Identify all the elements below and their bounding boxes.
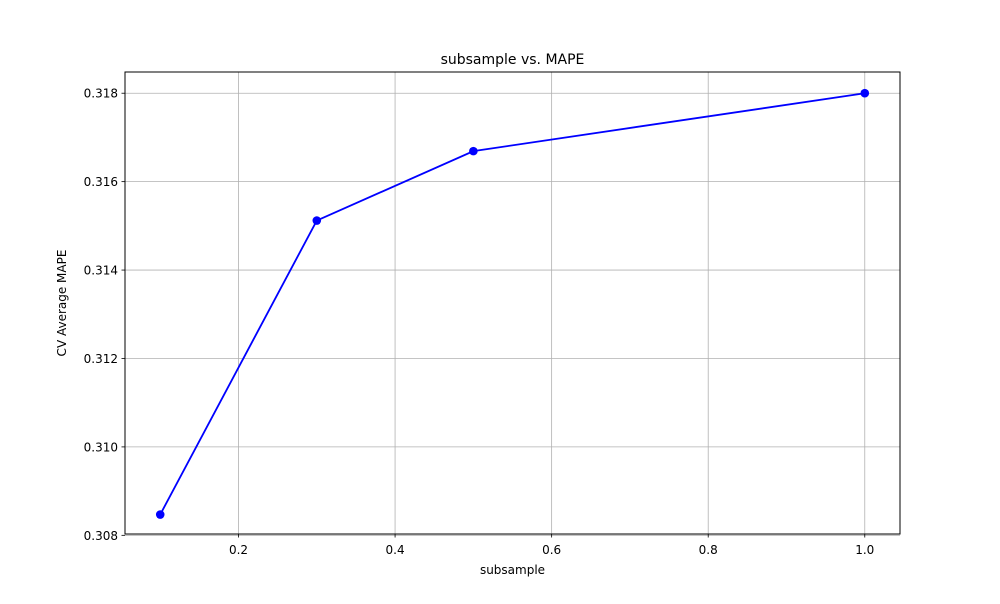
y-tick-label: 0.316: [84, 175, 118, 189]
data-point: [469, 146, 478, 156]
x-axis-label: subsample: [480, 563, 545, 577]
y-tick-label: 0.312: [84, 352, 118, 366]
axes: [124, 71, 901, 535]
data-point: [860, 88, 870, 98]
series: [155, 88, 870, 519]
x-tick-label: 0.6: [542, 543, 561, 557]
series-line: [159, 92, 865, 515]
y-axis-label: CV Average MAPE: [55, 250, 69, 357]
x-tick-label: 0.8: [699, 543, 718, 557]
y-axis-ticks: 0.308 0.310 0.312 0.314 0.316 0.318: [84, 87, 125, 543]
y-tick-label: 0.314: [84, 264, 118, 278]
data-point: [155, 510, 165, 519]
x-tick-label: 1.0: [855, 543, 874, 557]
grid: [125, 72, 900, 536]
x-tick-label: 0.4: [386, 543, 405, 557]
y-tick-label: 0.310: [84, 440, 118, 454]
chart-title: subsample vs. MAPE: [441, 52, 585, 68]
x-tick-label: 0.2: [229, 543, 248, 557]
y-tick-label: 0.308: [84, 529, 118, 543]
plot-frame: [124, 71, 901, 535]
y-tick-label: 0.318: [84, 87, 118, 101]
x-axis-ticks: 0.2 0.4 0.6 0.8 1.0: [229, 534, 874, 557]
data-point: [312, 216, 322, 225]
